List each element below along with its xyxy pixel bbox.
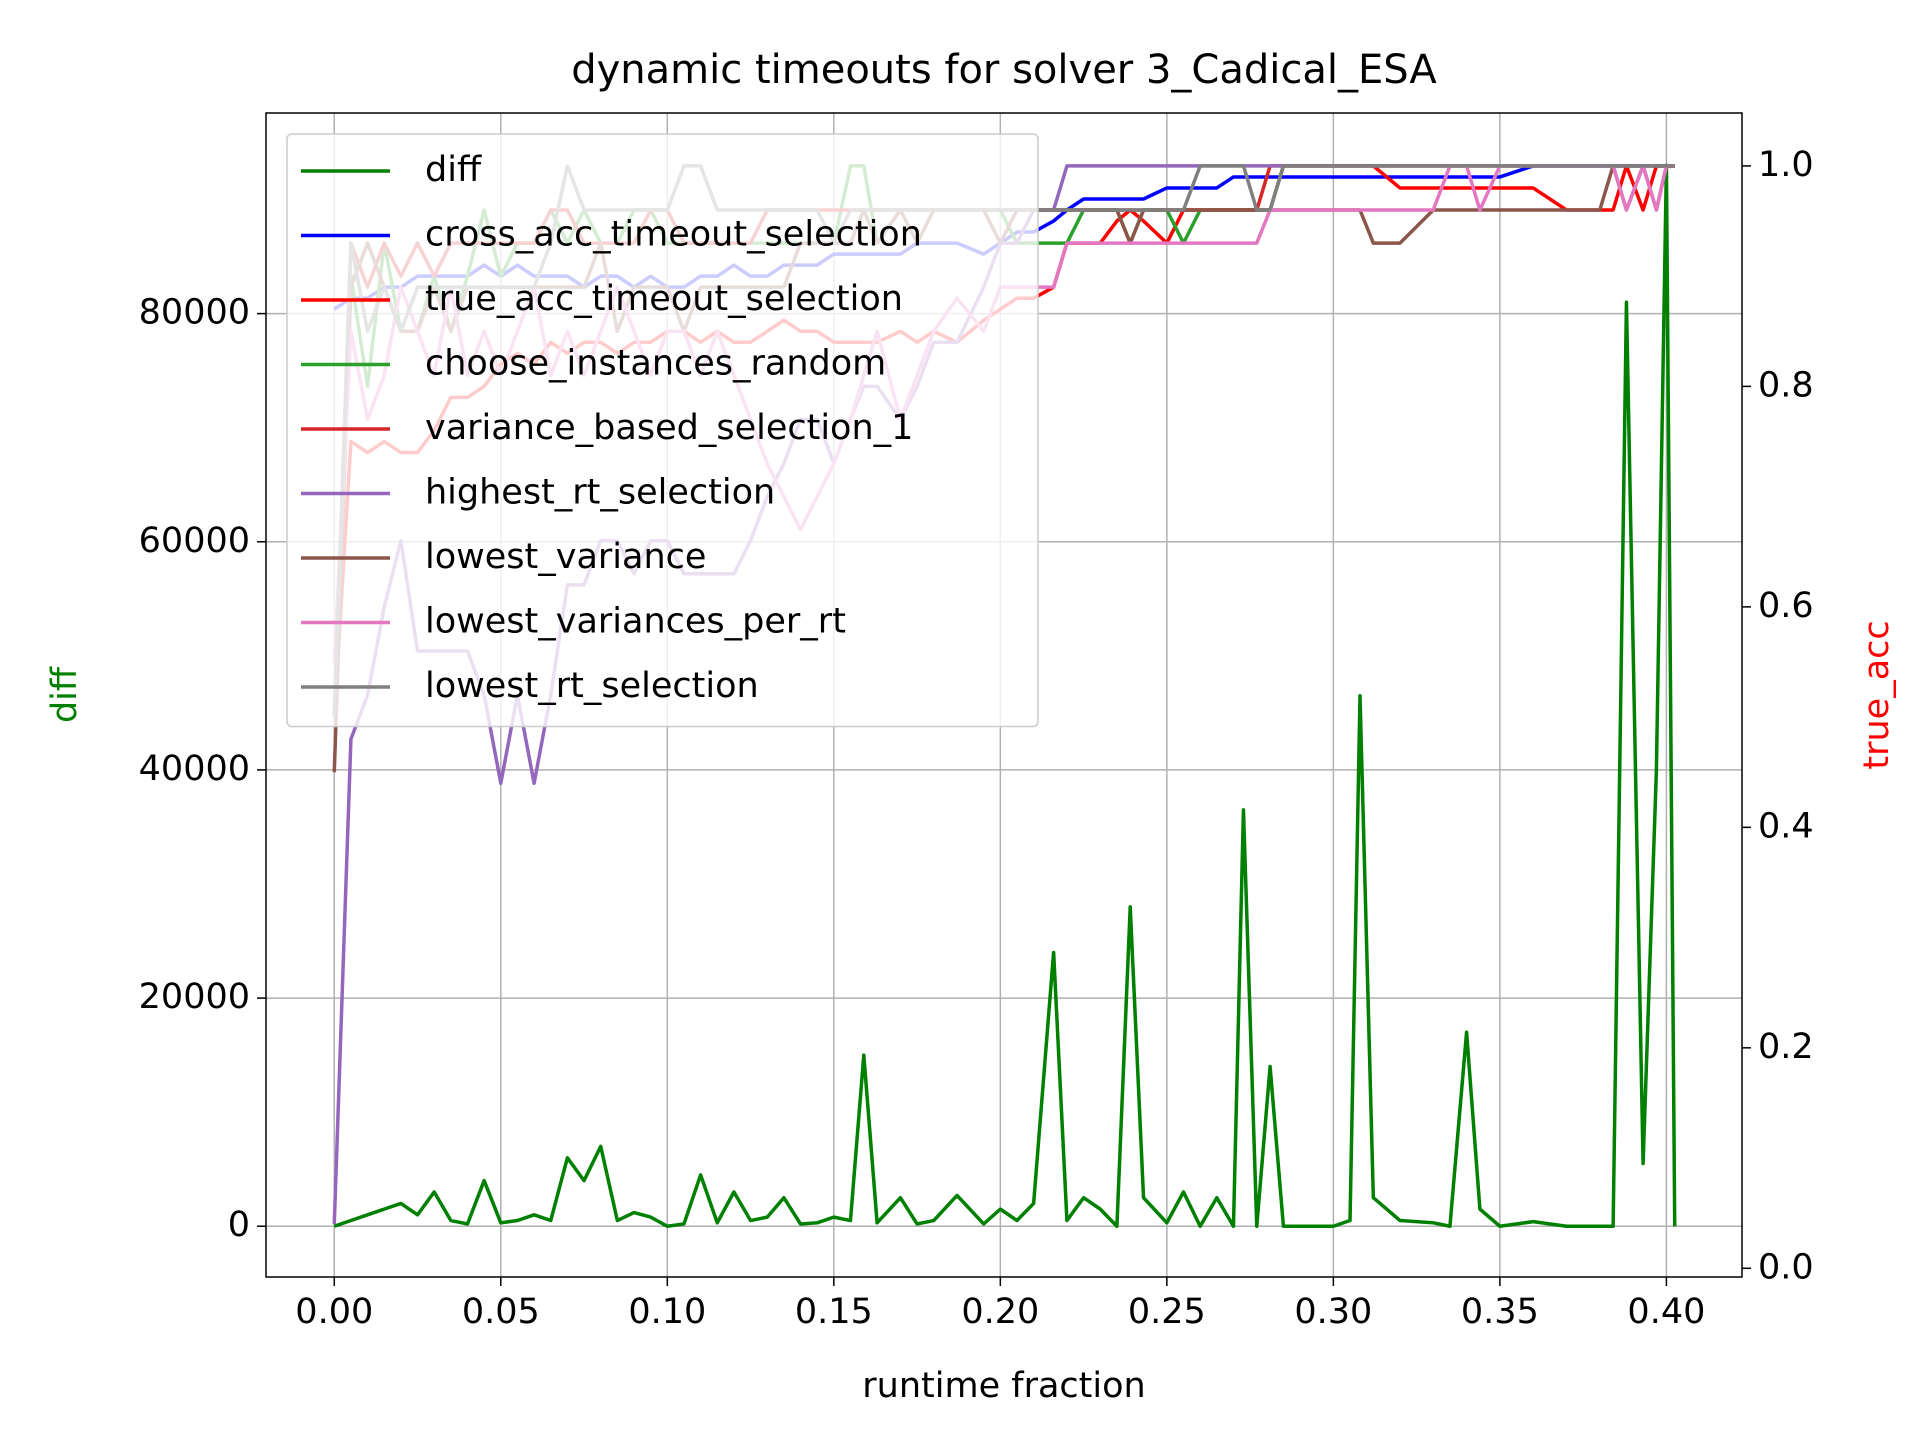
legend-label: variance_based_selection_1 [425, 408, 913, 448]
legend: diff cross_acc_timeout_selection true_acc_… [286, 133, 1039, 728]
y2-tick-label: 0.0 [1758, 1247, 1814, 1287]
x-tick-label: 0.25 [1128, 1292, 1206, 1332]
x-tick-label: 0.05 [462, 1292, 540, 1332]
x-tick-label: 0.40 [1627, 1292, 1705, 1332]
x-tick-label: 0.10 [628, 1292, 706, 1332]
x-tick-label: 0.35 [1461, 1292, 1539, 1332]
legend-frame [286, 133, 1039, 728]
x-tick-label: 0.15 [795, 1292, 873, 1332]
series-line [333, 163, 1677, 1228]
legend-label: choose_instances_random [425, 344, 886, 384]
y2-tick-label: 0.8 [1758, 365, 1814, 405]
x-axis-label: runtime fraction [862, 1366, 1145, 1406]
legend-label: lowest_rt_selection [425, 666, 759, 706]
legend-label: true_acc_timeout_selection [425, 279, 903, 319]
x-tick-label: 0.30 [1294, 1292, 1372, 1332]
chart-title: dynamic timeouts for solver 3_Cadical_ES… [571, 47, 1437, 93]
legend-label: lowest_variance [425, 537, 706, 577]
y-tick-label: 40000 [139, 749, 250, 789]
x-tick-label: 0.20 [961, 1292, 1039, 1332]
plot-frame [265, 112, 1743, 1278]
y2-tick-label: 1.0 [1758, 145, 1814, 185]
y-tick-label: 60000 [139, 521, 250, 561]
y2-tick-label: 0.4 [1758, 806, 1814, 846]
legend-label: cross_acc_timeout_selection [425, 215, 922, 255]
y-tick-label: 20000 [139, 977, 250, 1017]
y-axis-label: diff [45, 666, 85, 723]
y-tick-label: 0 [228, 1205, 250, 1245]
legend-label: highest_rt_selection [425, 473, 775, 513]
y2-axis-label: true_acc [1857, 620, 1897, 769]
legend-label: lowest_variances_per_rt [425, 602, 846, 642]
y2-tick-label: 0.6 [1758, 586, 1814, 626]
x-tick-label: 0.00 [295, 1292, 373, 1332]
y2-tick-label: 0.2 [1758, 1027, 1814, 1067]
legend-label: diff [425, 150, 482, 190]
y-tick-label: 80000 [139, 293, 250, 333]
